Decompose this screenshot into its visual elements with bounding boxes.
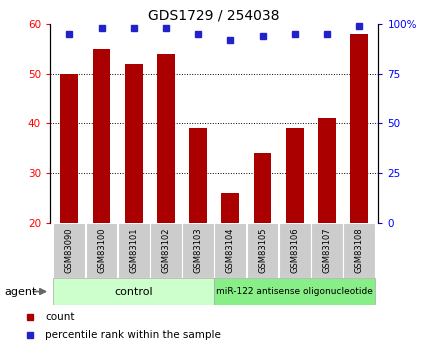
Bar — [310, 223, 342, 278]
Text: GSM83090: GSM83090 — [65, 227, 74, 273]
Bar — [125, 64, 142, 223]
Text: GSM83104: GSM83104 — [225, 227, 234, 273]
Text: percentile rank within the sample: percentile rank within the sample — [45, 330, 220, 339]
Text: GSM83101: GSM83101 — [129, 227, 138, 273]
Bar — [157, 54, 174, 223]
Text: count: count — [45, 313, 75, 322]
Bar — [60, 74, 78, 223]
Bar — [189, 128, 207, 223]
Bar — [53, 278, 214, 305]
Bar — [278, 223, 310, 278]
Bar — [85, 223, 117, 278]
Bar — [246, 223, 278, 278]
Bar — [221, 193, 239, 223]
Text: control: control — [114, 287, 153, 296]
Text: GSM83105: GSM83105 — [257, 227, 266, 273]
Bar — [317, 118, 335, 223]
Title: GDS1729 / 254038: GDS1729 / 254038 — [148, 9, 279, 23]
Bar — [92, 49, 110, 223]
Bar — [182, 223, 214, 278]
Text: GSM83103: GSM83103 — [193, 227, 202, 273]
Text: GSM83100: GSM83100 — [97, 227, 106, 273]
Bar — [150, 223, 181, 278]
Text: GSM83102: GSM83102 — [161, 227, 170, 273]
Bar — [342, 223, 374, 278]
Bar — [214, 278, 374, 305]
Text: agent: agent — [4, 287, 36, 296]
Text: GSM83108: GSM83108 — [354, 227, 363, 273]
Bar — [118, 223, 149, 278]
Text: GSM83106: GSM83106 — [289, 227, 299, 273]
Bar — [214, 223, 246, 278]
Bar — [253, 153, 271, 223]
Text: miR-122 antisense oligonucleotide: miR-122 antisense oligonucleotide — [216, 287, 372, 296]
Text: GSM83107: GSM83107 — [322, 227, 331, 273]
Bar — [349, 34, 367, 223]
Bar — [285, 128, 303, 223]
Bar — [53, 223, 85, 278]
